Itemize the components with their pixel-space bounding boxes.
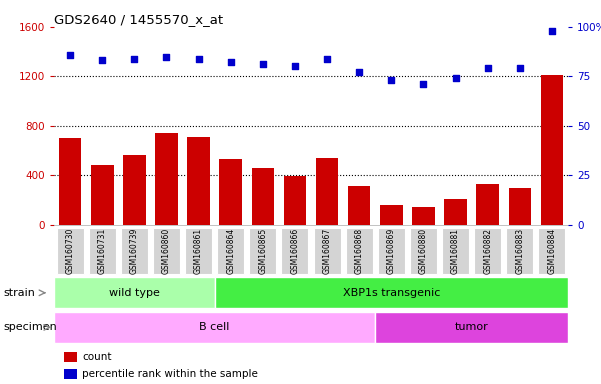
Text: GSM160881: GSM160881 bbox=[451, 228, 460, 273]
FancyBboxPatch shape bbox=[54, 312, 375, 343]
Point bbox=[451, 75, 460, 81]
FancyBboxPatch shape bbox=[378, 227, 405, 273]
FancyBboxPatch shape bbox=[538, 227, 566, 273]
FancyBboxPatch shape bbox=[281, 227, 308, 273]
FancyBboxPatch shape bbox=[121, 227, 148, 273]
Text: GSM160866: GSM160866 bbox=[290, 227, 299, 274]
FancyBboxPatch shape bbox=[474, 227, 501, 273]
FancyBboxPatch shape bbox=[506, 227, 533, 273]
FancyBboxPatch shape bbox=[442, 227, 469, 273]
Point bbox=[130, 55, 139, 61]
FancyBboxPatch shape bbox=[410, 227, 437, 273]
Text: GSM160869: GSM160869 bbox=[387, 227, 396, 274]
Text: tumor: tumor bbox=[455, 322, 489, 333]
FancyBboxPatch shape bbox=[89, 227, 116, 273]
Text: specimen: specimen bbox=[3, 322, 56, 333]
Point bbox=[258, 61, 267, 68]
Text: GSM160884: GSM160884 bbox=[548, 227, 557, 274]
Bar bbox=[59, 138, 81, 225]
Text: GSM160883: GSM160883 bbox=[515, 227, 524, 274]
Point bbox=[162, 53, 171, 60]
Bar bbox=[541, 75, 563, 225]
FancyBboxPatch shape bbox=[215, 277, 568, 308]
Bar bbox=[252, 168, 274, 225]
Bar bbox=[64, 352, 77, 362]
Point bbox=[515, 65, 525, 71]
Point bbox=[386, 77, 396, 83]
Text: GSM160867: GSM160867 bbox=[323, 227, 332, 274]
Text: strain: strain bbox=[3, 288, 35, 298]
Text: wild type: wild type bbox=[109, 288, 160, 298]
FancyBboxPatch shape bbox=[56, 227, 84, 273]
Bar bbox=[284, 176, 306, 225]
FancyBboxPatch shape bbox=[249, 227, 276, 273]
Text: GDS2640 / 1455570_x_at: GDS2640 / 1455570_x_at bbox=[54, 13, 223, 26]
FancyBboxPatch shape bbox=[217, 227, 244, 273]
Text: B cell: B cell bbox=[200, 322, 230, 333]
Text: GSM160882: GSM160882 bbox=[483, 228, 492, 273]
Bar bbox=[64, 369, 77, 379]
Text: GSM160880: GSM160880 bbox=[419, 227, 428, 274]
Point bbox=[226, 60, 236, 66]
FancyBboxPatch shape bbox=[375, 312, 568, 343]
Text: XBP1s transgenic: XBP1s transgenic bbox=[343, 288, 440, 298]
Text: GSM160868: GSM160868 bbox=[355, 227, 364, 274]
Point bbox=[483, 65, 492, 71]
Text: GSM160731: GSM160731 bbox=[98, 227, 107, 274]
FancyBboxPatch shape bbox=[346, 227, 373, 273]
FancyBboxPatch shape bbox=[185, 227, 212, 273]
Point bbox=[194, 55, 203, 61]
Bar bbox=[91, 166, 114, 225]
Bar bbox=[444, 199, 467, 225]
Bar bbox=[188, 137, 210, 225]
Point bbox=[355, 69, 364, 75]
Bar bbox=[348, 186, 370, 225]
Bar bbox=[412, 207, 435, 225]
Text: GSM160739: GSM160739 bbox=[130, 227, 139, 274]
Bar bbox=[316, 158, 338, 225]
Bar bbox=[508, 187, 531, 225]
Bar bbox=[380, 205, 403, 225]
Text: GSM160730: GSM160730 bbox=[66, 227, 75, 274]
Text: count: count bbox=[82, 352, 112, 362]
Bar bbox=[477, 184, 499, 225]
Point bbox=[97, 58, 107, 64]
Point bbox=[290, 63, 300, 70]
Text: percentile rank within the sample: percentile rank within the sample bbox=[82, 369, 258, 379]
Point bbox=[322, 55, 332, 61]
Point bbox=[66, 51, 75, 58]
Point bbox=[419, 81, 429, 87]
FancyBboxPatch shape bbox=[153, 227, 180, 273]
Text: GSM160865: GSM160865 bbox=[258, 227, 267, 274]
Text: GSM160864: GSM160864 bbox=[226, 227, 235, 274]
FancyBboxPatch shape bbox=[54, 277, 215, 308]
Bar bbox=[219, 159, 242, 225]
Text: GSM160861: GSM160861 bbox=[194, 227, 203, 274]
Bar bbox=[123, 156, 145, 225]
Text: GSM160860: GSM160860 bbox=[162, 227, 171, 274]
Bar bbox=[155, 133, 178, 225]
Point bbox=[547, 28, 557, 34]
FancyBboxPatch shape bbox=[314, 227, 341, 273]
